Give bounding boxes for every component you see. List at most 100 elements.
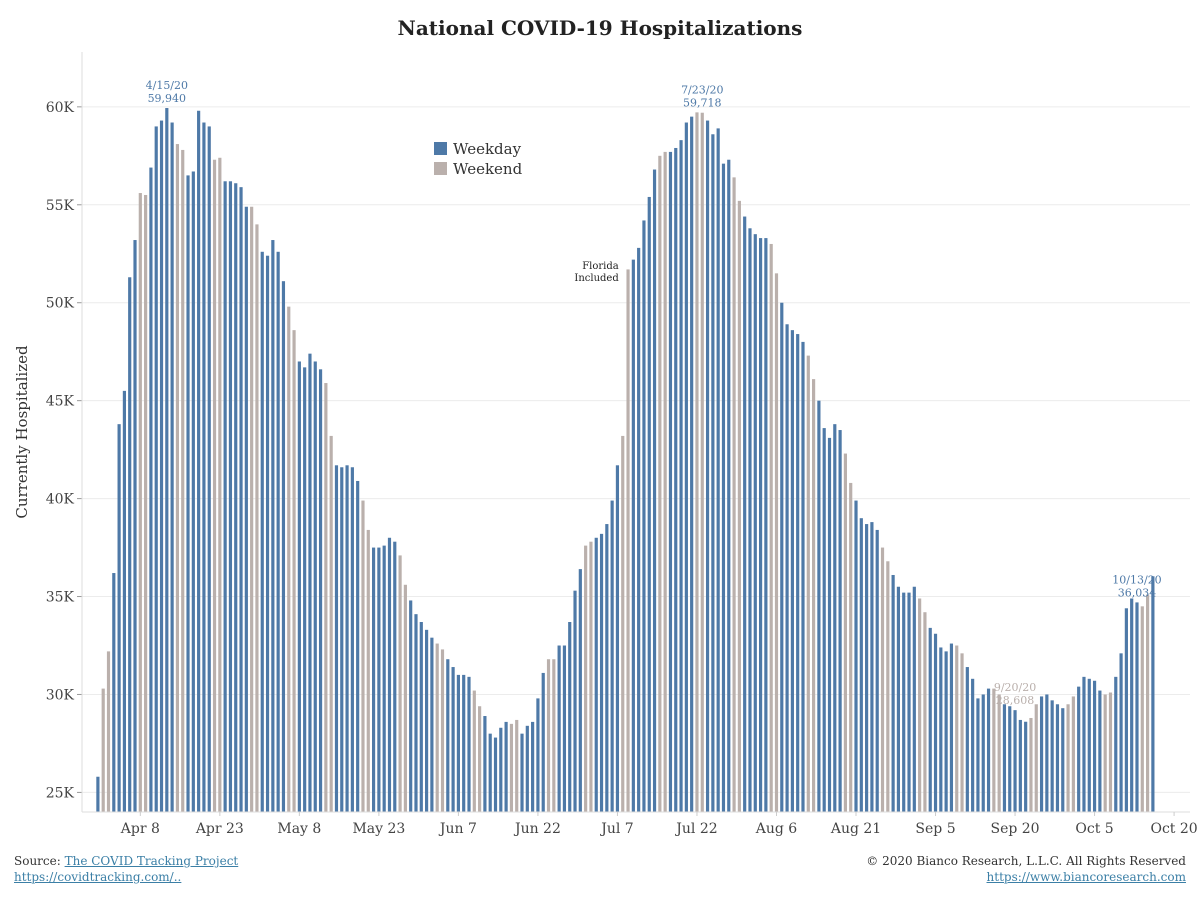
weekend-bar[interactable] <box>1034 704 1038 812</box>
source-url-link[interactable]: https://covidtracking.com/.. <box>14 870 182 884</box>
weekday-bar[interactable] <box>796 334 800 812</box>
weekday-bar[interactable] <box>1018 719 1022 812</box>
weekday-bar[interactable] <box>1002 704 1007 812</box>
weekday-bar[interactable] <box>281 281 286 812</box>
weekend-bar[interactable] <box>509 723 514 812</box>
weekend-bar[interactable] <box>589 541 593 812</box>
weekend-bar[interactable] <box>1108 692 1113 812</box>
weekday-bar[interactable] <box>244 206 248 813</box>
weekend-bar[interactable] <box>955 645 959 812</box>
weekday-bar[interactable] <box>1039 696 1044 812</box>
weekday-bar[interactable] <box>451 667 455 812</box>
weekend-bar[interactable] <box>695 112 699 813</box>
weekday-bar[interactable] <box>674 147 678 813</box>
weekend-bar[interactable] <box>552 659 556 812</box>
weekday-bar[interactable] <box>1135 602 1139 812</box>
weekday-bar[interactable] <box>637 247 641 812</box>
weekday-bar[interactable] <box>117 424 121 812</box>
weekday-bar[interactable] <box>615 465 620 812</box>
weekday-bar[interactable] <box>228 181 233 812</box>
weekday-bar[interactable] <box>504 721 508 812</box>
weekday-bar[interactable] <box>1114 676 1118 812</box>
weekday-bar[interactable] <box>748 228 752 813</box>
weekend-bar[interactable] <box>812 379 816 812</box>
weekday-bar[interactable] <box>1151 576 1155 812</box>
weekday-bar[interactable] <box>679 140 683 812</box>
weekend-bar[interactable] <box>212 159 217 813</box>
weekday-bar[interactable] <box>939 647 943 812</box>
weekday-bar[interactable] <box>891 574 895 812</box>
weekday-bar[interactable] <box>356 480 360 812</box>
weekend-bar[interactable] <box>806 355 810 812</box>
weekday-bar[interactable] <box>414 614 418 812</box>
weekday-bar[interactable] <box>234 183 238 813</box>
weekday-bar[interactable] <box>419 622 423 812</box>
weekday-bar[interactable] <box>865 524 869 812</box>
weekday-bar[interactable] <box>488 733 492 812</box>
weekday-bar[interactable] <box>557 645 561 812</box>
weekday-bar[interactable] <box>239 187 243 812</box>
weekday-bar[interactable] <box>610 500 614 812</box>
weekday-bar[interactable] <box>642 220 646 812</box>
weekday-bar[interactable] <box>965 667 969 812</box>
weekday-bar[interactable] <box>520 733 524 812</box>
legend-label[interactable]: Weekend <box>453 160 523 178</box>
weekday-bar[interactable] <box>764 238 768 812</box>
weekday-bar[interactable] <box>875 529 879 812</box>
legend[interactable]: Weekday Weekend <box>434 140 523 178</box>
legend-swatch[interactable] <box>434 162 447 175</box>
weekday-bar[interactable] <box>971 678 975 812</box>
weekday-bar[interactable] <box>191 171 195 813</box>
weekday-bar[interactable] <box>536 698 540 812</box>
weekday-bar[interactable] <box>562 645 567 812</box>
weekday-bar[interactable] <box>933 633 938 812</box>
weekend-bar[interactable] <box>1029 717 1033 812</box>
weekday-bar[interactable] <box>711 134 715 812</box>
weekend-bar[interactable] <box>255 224 259 812</box>
weekday-bar[interactable] <box>133 240 137 813</box>
weekday-bar[interactable] <box>345 465 349 812</box>
weekday-bar[interactable] <box>377 547 381 812</box>
weekend-bar[interactable] <box>658 155 662 812</box>
weekend-bar[interactable] <box>144 194 148 813</box>
weekday-bar[interactable] <box>1045 694 1049 812</box>
weekday-bar[interactable] <box>668 151 673 812</box>
weekday-bar[interactable] <box>573 590 577 812</box>
weekday-bar[interactable] <box>780 302 784 812</box>
weekday-bar[interactable] <box>801 341 805 812</box>
weekend-bar[interactable] <box>218 157 222 812</box>
weekend-bar[interactable] <box>700 112 704 813</box>
weekday-bar[interactable] <box>854 500 858 812</box>
weekday-bar[interactable] <box>128 277 132 812</box>
weekend-bar[interactable] <box>1071 696 1075 812</box>
weekday-bar[interactable] <box>149 167 153 812</box>
weekday-bar[interactable] <box>334 465 339 812</box>
weekday-bar[interactable] <box>822 428 826 812</box>
source-link[interactable]: The COVID Tracking Project <box>64 854 239 868</box>
weekend-bar[interactable] <box>287 306 291 812</box>
weekday-bar[interactable] <box>827 437 832 812</box>
weekday-bar[interactable] <box>976 698 980 812</box>
weekday-bar[interactable] <box>727 159 731 813</box>
weekday-bar[interactable] <box>568 622 572 812</box>
weekday-bar[interactable] <box>594 537 598 812</box>
weekday-bar[interactable] <box>944 651 948 812</box>
weekday-bar[interactable] <box>456 674 460 812</box>
weekday-bar[interactable] <box>493 737 498 812</box>
weekday-bar[interactable] <box>271 240 275 813</box>
weekend-bar[interactable] <box>923 612 927 812</box>
weekday-bar[interactable] <box>425 629 429 812</box>
weekend-bar[interactable] <box>175 144 180 812</box>
weekday-bar[interactable] <box>1055 704 1060 812</box>
weekday-bar[interactable] <box>1082 676 1086 812</box>
weekend-bar[interactable] <box>324 383 328 812</box>
weekday-bar[interactable] <box>202 122 206 812</box>
weekday-bar[interactable] <box>223 181 227 812</box>
weekend-bar[interactable] <box>250 206 254 813</box>
weekday-bar[interactable] <box>838 430 842 812</box>
weekend-bar[interactable] <box>440 649 445 812</box>
weekday-bar[interactable] <box>525 725 529 812</box>
weekday-bar[interactable] <box>387 537 392 812</box>
weekend-bar[interactable] <box>472 690 476 812</box>
weekday-bar[interactable] <box>758 238 763 812</box>
